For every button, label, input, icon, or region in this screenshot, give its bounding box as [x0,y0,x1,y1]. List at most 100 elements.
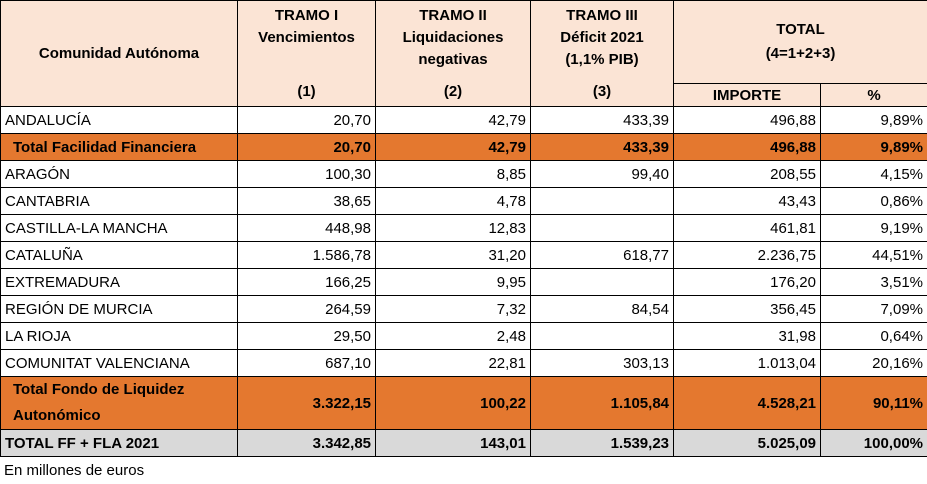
row-label: Total Fondo de Liquidez Autonómico [1,377,238,430]
cell: 303,13 [531,350,674,377]
cell: 20,70 [238,107,376,134]
tramo-subtitle: Vencimientos [258,29,355,46]
total-title: TOTAL [776,21,825,38]
cell: 0,86% [821,188,927,215]
cell: 43,43 [674,188,821,215]
row-label: COMUNITAT VALENCIANA [1,350,238,377]
cell: 22,81 [376,350,531,377]
row-label: LA RIOJA [1,323,238,350]
cell: 356,45 [674,296,821,323]
cell: 176,20 [674,269,821,296]
cell: 90,11% [821,377,927,430]
cell: 448,98 [238,215,376,242]
cell: 9,89% [821,107,927,134]
cell: 1.586,78 [238,242,376,269]
cell: 4.528,21 [674,377,821,430]
row-label: EXTREMADURA [1,269,238,296]
cell: 8,85 [376,161,531,188]
cell: 20,16% [821,350,927,377]
tramo-number: (3) [535,81,669,103]
cell: 1.105,84 [531,377,674,430]
cell: 44,51% [821,242,927,269]
cell: 20,70 [238,134,376,161]
table-header: Comunidad Autónoma TRAMO I Vencimientos (… [1,1,927,107]
cell: 2,48 [376,323,531,350]
importe-header: IMPORTE [674,84,821,107]
cell: 7,32 [376,296,531,323]
tramo-note: (1,1% PIB) [565,51,638,68]
cell: 208,55 [674,161,821,188]
cell: 7,09% [821,296,927,323]
cell: 31,20 [376,242,531,269]
tramo-number: (2) [380,81,526,103]
total-formula: (4=1+2+3) [766,45,836,62]
cell: 687,10 [238,350,376,377]
data-table: Comunidad Autónoma TRAMO I Vencimientos (… [0,0,927,457]
tramo-subtitle: Liquidaciones negativas [403,29,504,68]
cell: 618,77 [531,242,674,269]
cell [531,188,674,215]
cell: 264,59 [238,296,376,323]
cell: 100,30 [238,161,376,188]
cell [531,215,674,242]
row-label: CANTABRIA [1,188,238,215]
cell: 496,88 [674,134,821,161]
cell: 0,64% [821,323,927,350]
row-label: ARAGÓN [1,161,238,188]
cell: 99,40 [531,161,674,188]
tramo-subtitle: Déficit 2021 [560,29,643,46]
cell: 38,65 [238,188,376,215]
cell: 3,51% [821,269,927,296]
percent-header: % [821,84,927,107]
row-label: TOTAL FF + FLA 2021 [1,430,238,457]
region-header: Comunidad Autónoma [1,1,238,107]
row-label: REGIÓN DE MURCIA [1,296,238,323]
row-label: CASTILLA-LA MANCHA [1,215,238,242]
cell: 9,95 [376,269,531,296]
cell: 433,39 [531,107,674,134]
row-label: CATALUÑA [1,242,238,269]
cell: 4,78 [376,188,531,215]
total-header: TOTAL (4=1+2+3) [674,1,927,84]
cell: 2.236,75 [674,242,821,269]
cell: 84,54 [531,296,674,323]
cell: 31,98 [674,323,821,350]
cell: 100,22 [376,377,531,430]
cell: 100,00% [821,430,927,457]
footnote: En millones de euros [0,457,927,484]
cell: 29,50 [238,323,376,350]
cell: 9,19% [821,215,927,242]
tramo-header: TRAMO III Déficit 2021 (1,1% PIB) (3) [531,1,674,107]
cell: 42,79 [376,134,531,161]
row-label: ANDALUCÍA [1,107,238,134]
cell [531,323,674,350]
cell: 143,01 [376,430,531,457]
cell: 5.025,09 [674,430,821,457]
cell: 3.342,85 [238,430,376,457]
tramo-title: TRAMO I [275,7,338,24]
cell: 9,89% [821,134,927,161]
tramo-title: TRAMO III [566,7,638,24]
cell: 4,15% [821,161,927,188]
cell: 42,79 [376,107,531,134]
cell [531,269,674,296]
row-label: Total Facilidad Financiera [1,134,238,161]
cell: 3.322,15 [238,377,376,430]
cell: 166,25 [238,269,376,296]
cell: 433,39 [531,134,674,161]
